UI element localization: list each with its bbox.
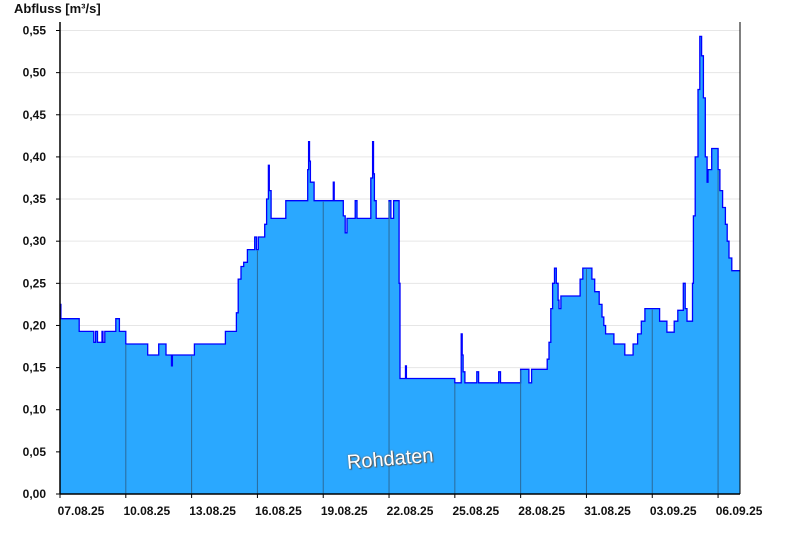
y-tick-label: 0,45 [23, 108, 47, 122]
y-tick-label: 0,05 [23, 445, 47, 459]
x-tick-label: 07.08.25 [58, 504, 105, 518]
y-tick-label: 0,00 [23, 487, 47, 501]
discharge-area [60, 36, 740, 495]
x-tick-label: 13.08.25 [189, 504, 236, 518]
y-tick-label: 0,30 [23, 234, 47, 248]
y-tick-label: 0,40 [23, 150, 47, 164]
x-tick-label: 28.08.25 [518, 504, 565, 518]
x-tick-label: 25.08.25 [452, 504, 499, 518]
x-tick-label: 06.09.25 [716, 504, 763, 518]
y-tick-label: 0,15 [23, 361, 47, 375]
discharge-line [60, 35, 740, 384]
y-tick-label: 0,35 [23, 192, 47, 206]
y-tick-label: 0,25 [23, 276, 47, 290]
x-tick-label: 10.08.25 [123, 504, 170, 518]
x-tick-label: 16.08.25 [255, 504, 302, 518]
x-tick-label: 19.08.25 [321, 504, 368, 518]
y-tick-label: 0,10 [23, 403, 47, 417]
y-tick-label: 0,50 [23, 66, 47, 80]
y-tick-label: 0,55 [23, 24, 47, 38]
x-tick-label: 22.08.25 [387, 504, 434, 518]
y-tick-label: 0,20 [23, 318, 47, 332]
x-tick-label: 31.08.25 [584, 504, 631, 518]
x-tick-label: 03.09.25 [650, 504, 697, 518]
y-axis-label: Abfluss [m³/s] [14, 1, 101, 16]
